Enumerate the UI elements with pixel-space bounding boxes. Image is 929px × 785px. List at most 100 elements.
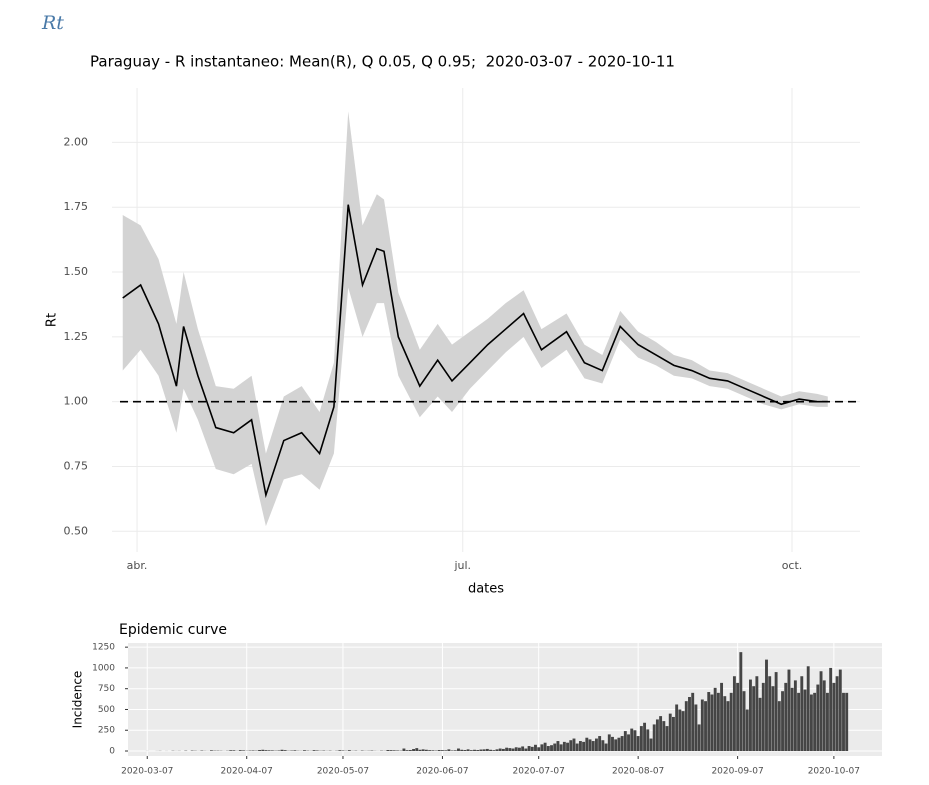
bar xyxy=(579,741,582,751)
bar xyxy=(813,693,816,751)
bar xyxy=(239,750,242,751)
x-tick-label: 2020-06-07 xyxy=(416,767,468,777)
bar xyxy=(550,745,553,751)
bar xyxy=(595,739,598,751)
bar xyxy=(556,741,559,751)
bar xyxy=(685,701,688,751)
bar xyxy=(441,750,444,751)
bar xyxy=(592,741,595,751)
bar xyxy=(232,750,235,751)
y-tick-label: 1000 xyxy=(92,663,115,673)
bar xyxy=(800,676,803,751)
bar xyxy=(736,683,739,751)
bar xyxy=(544,743,547,751)
bar xyxy=(473,750,476,751)
bar xyxy=(428,750,431,751)
x-tick-label: 2020-04-07 xyxy=(221,767,273,777)
bar xyxy=(714,688,717,751)
x-tick-label: 2020-07-07 xyxy=(513,767,565,777)
bar xyxy=(515,747,518,751)
bar xyxy=(675,704,678,751)
bar xyxy=(499,749,502,751)
bar xyxy=(643,723,646,751)
bar xyxy=(419,750,422,751)
y-axis-label: Incidence xyxy=(71,671,85,729)
bar xyxy=(794,680,797,751)
bar xyxy=(762,683,765,751)
x-tick-label: 2020-10-07 xyxy=(808,767,860,777)
bar xyxy=(210,750,213,751)
bar xyxy=(666,726,669,751)
bar xyxy=(845,693,848,751)
bar xyxy=(402,749,405,751)
bar xyxy=(268,750,271,751)
bar xyxy=(524,749,527,751)
y-tick-label: 1.25 xyxy=(64,330,89,343)
bar xyxy=(393,750,396,751)
bar xyxy=(784,683,787,751)
bar xyxy=(743,691,746,751)
y-tick-label: 0.75 xyxy=(64,459,89,472)
bar xyxy=(717,693,720,751)
bar xyxy=(836,676,839,751)
bar xyxy=(281,750,284,751)
bar xyxy=(492,750,495,751)
bar xyxy=(508,748,511,751)
bar xyxy=(634,730,637,751)
bar xyxy=(589,739,592,751)
bar xyxy=(505,748,508,751)
bar xyxy=(810,695,813,752)
x-tick-label: 2020-05-07 xyxy=(317,767,369,777)
bar xyxy=(755,676,758,751)
bar xyxy=(614,739,617,751)
chart-title: Epidemic curve xyxy=(119,622,227,638)
bar xyxy=(457,749,460,751)
bar xyxy=(669,714,672,751)
bar xyxy=(476,750,479,751)
bar xyxy=(778,701,781,751)
y-tick-label: 1.75 xyxy=(64,200,89,213)
bar xyxy=(752,686,755,751)
bar xyxy=(534,745,537,751)
bar xyxy=(569,740,572,751)
y-tick-label: 2.00 xyxy=(64,135,89,148)
bar xyxy=(444,750,447,751)
bar xyxy=(707,692,710,751)
bar xyxy=(512,749,515,751)
bar xyxy=(820,671,823,751)
y-tick-label: 0.50 xyxy=(64,524,89,537)
x-tick-label: oct. xyxy=(782,559,803,572)
bar xyxy=(839,670,842,751)
bar xyxy=(781,691,784,751)
x-tick-label: 2020-03-07 xyxy=(121,767,173,777)
bar xyxy=(496,749,499,751)
bar xyxy=(823,680,826,751)
bar xyxy=(746,709,749,751)
bar xyxy=(489,750,492,751)
x-tick-label: jul. xyxy=(453,559,471,572)
bar xyxy=(791,688,794,751)
bar xyxy=(454,750,457,751)
bar xyxy=(617,738,620,751)
bar xyxy=(486,749,489,751)
bar xyxy=(303,750,306,751)
bar xyxy=(431,750,434,751)
section-heading: Rt xyxy=(41,12,64,34)
bar xyxy=(560,744,563,751)
bar xyxy=(630,729,633,751)
y-tick-label: 250 xyxy=(98,726,115,736)
bar xyxy=(682,711,685,751)
bar xyxy=(605,744,608,751)
bar xyxy=(775,672,778,751)
bar xyxy=(438,750,441,751)
bar xyxy=(611,737,614,751)
bar xyxy=(678,709,681,751)
bar xyxy=(691,693,694,751)
bar xyxy=(768,676,771,751)
bar xyxy=(229,750,232,751)
bar xyxy=(650,739,653,751)
bar xyxy=(470,750,473,751)
bar xyxy=(832,683,835,751)
bar xyxy=(627,734,630,751)
